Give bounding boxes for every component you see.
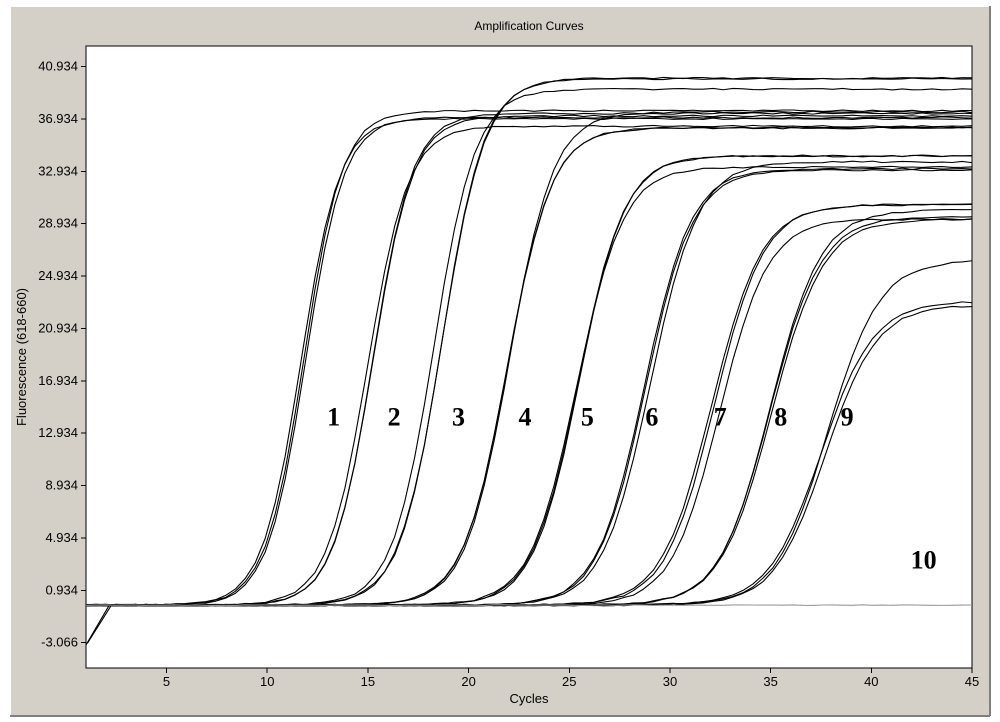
y-tick-label: 8.934 [45, 478, 78, 493]
x-tick-label: 30 [663, 674, 677, 689]
x-tick-label: 20 [461, 674, 475, 689]
y-tick-label: 24.934 [38, 268, 78, 283]
series-label-10: 10 [911, 545, 937, 574]
x-tick-label: 5 [163, 674, 170, 689]
y-tick-label: 32.934 [38, 163, 78, 178]
series-label-7: 7 [714, 403, 727, 432]
y-tick-label: 20.934 [38, 320, 78, 335]
x-tick-label: 25 [562, 674, 576, 689]
y-tick-label: 16.934 [38, 373, 78, 388]
amplification-chart-svg: Amplification Curves -3.066 0.934 4.934 8.93… [0, 0, 1000, 722]
y-tick-label: 4.934 [45, 530, 78, 545]
x-tick-label: 10 [260, 674, 274, 689]
y-tick-label: 0.934 [45, 582, 78, 597]
y-tick-label: 12.934 [38, 425, 78, 440]
series-label-6: 6 [645, 403, 658, 432]
x-tick-label: 35 [763, 674, 777, 689]
x-axis-title: Cycles [509, 691, 549, 706]
x-tick-label: 45 [965, 674, 979, 689]
y-tick-label: 40.934 [38, 59, 78, 74]
y-tick-label: -3.066 [41, 635, 78, 650]
curve-series-10 [86, 605, 972, 606]
x-tick-label: 40 [864, 674, 878, 689]
series-label-5: 5 [581, 403, 594, 432]
y-tick-label: 36.934 [38, 111, 78, 126]
y-tick-label: 28.934 [38, 216, 78, 231]
series-label-9: 9 [841, 403, 854, 432]
chart-title: Amplification Curves [474, 19, 583, 33]
x-tick-label: 15 [361, 674, 375, 689]
series-label-3: 3 [452, 403, 465, 432]
series-label-1: 1 [327, 403, 340, 432]
chart-frame: Amplification Curves -3.066 0.934 4.934 8.93… [0, 0, 1000, 722]
series-label-4: 4 [518, 403, 531, 432]
series-label-2: 2 [388, 403, 401, 432]
y-axis-title: Fluorescence (618-660) [14, 288, 29, 426]
series-label-8: 8 [774, 403, 787, 432]
